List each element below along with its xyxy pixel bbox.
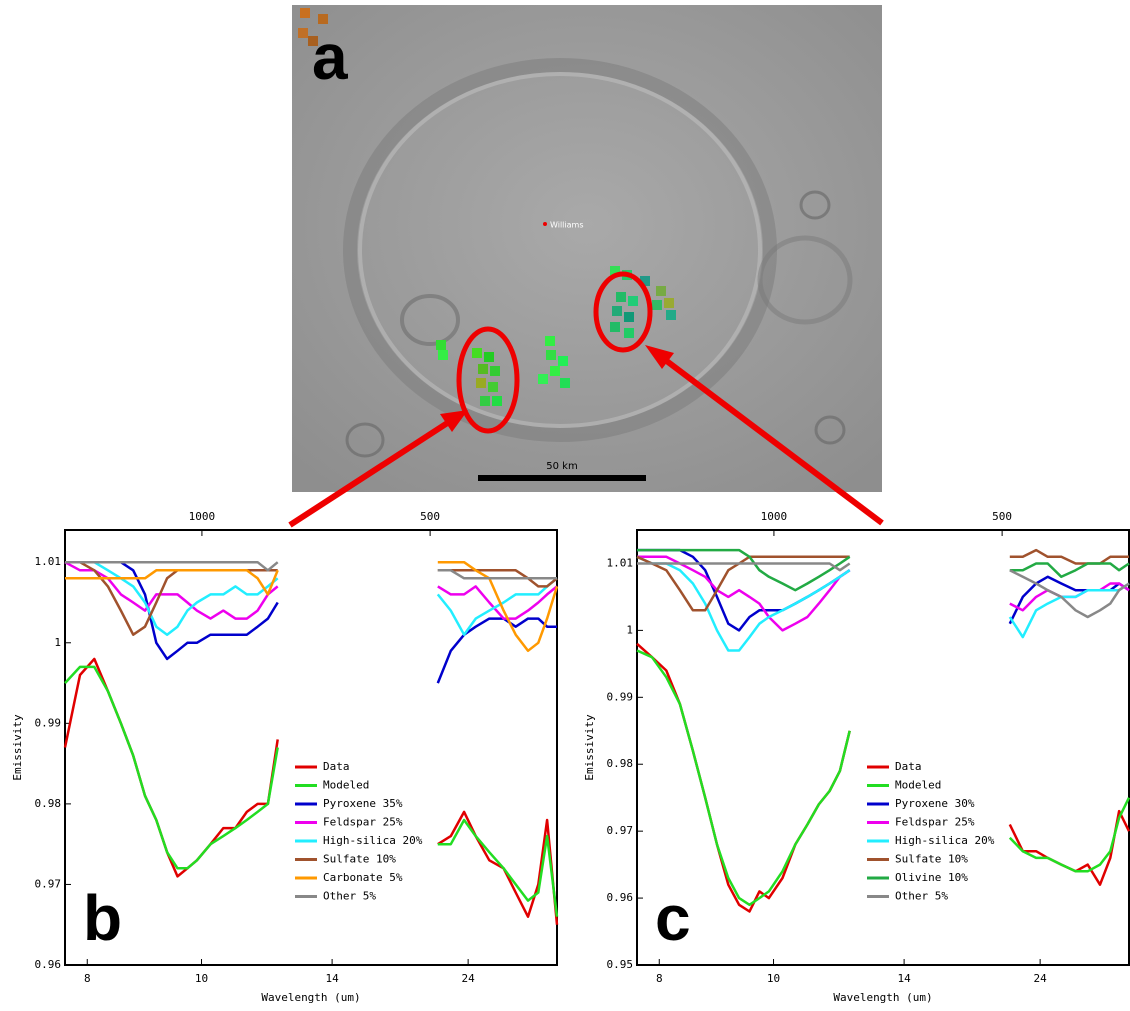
legend-label: Sulfate 10% (323, 853, 396, 866)
x-tick-label: 14 (897, 972, 911, 985)
legend-label: Feldspar 25% (895, 816, 975, 829)
y-tick-label: 1 (626, 623, 633, 636)
y-tick-label: 0.99 (35, 716, 62, 729)
legend-label: Modeled (323, 779, 369, 792)
map-panel: Williams 50 km a (292, 5, 882, 492)
legend-label: Other 5% (895, 890, 948, 903)
y-axis-label: Emissivity (583, 714, 596, 781)
legend-label: Data (895, 760, 922, 773)
legend-label: Other 5% (323, 890, 376, 903)
x-axis-label: Wavelength (um) (261, 991, 360, 1004)
y-tick-label: 0.98 (607, 757, 634, 770)
series-line (65, 562, 557, 635)
series-line (637, 644, 1129, 912)
y-tick-label: 0.96 (35, 958, 62, 971)
legend-label: Olivine 10% (895, 871, 968, 884)
legend-label: Pyroxene 30% (895, 797, 975, 810)
scale-label: 50 km (546, 461, 577, 472)
x2-tick-label: 1000 (189, 510, 216, 523)
y-tick-label: 0.97 (607, 824, 634, 837)
x-axis-label: Wavelength (um) (833, 991, 932, 1004)
series-line (65, 659, 557, 925)
x-tick-label: 8 (656, 972, 663, 985)
y-tick-label: 0.97 (35, 877, 62, 890)
site-label: Williams (550, 221, 584, 230)
y-axis-label: Emissivity (11, 714, 24, 781)
y-tick-label: 0.96 (607, 891, 634, 904)
x-tick-label: 24 (462, 972, 476, 985)
y-tick-label: 1.01 (607, 556, 634, 569)
legend-label: Sulfate 10% (895, 853, 968, 866)
legend-label: Data (323, 760, 350, 773)
site-marker (543, 222, 547, 226)
panel-label: c (655, 882, 691, 954)
x2-tick-label: 500 (420, 510, 440, 523)
panel-label: b (83, 882, 122, 954)
legend-label: Pyroxene 35% (323, 797, 403, 810)
x2-tick-label: 1000 (761, 510, 788, 523)
y-tick-label: 0.98 (35, 797, 62, 810)
legend-label: Feldspar 25% (323, 816, 403, 829)
map-image (292, 5, 882, 492)
panel-label: a (312, 21, 348, 93)
y-tick-label: 1 (54, 636, 61, 649)
x-tick-label: 8 (84, 972, 91, 985)
x-tick-label: 10 (195, 972, 208, 985)
x-tick-label: 14 (325, 972, 339, 985)
x2-tick-label: 500 (992, 510, 1012, 523)
figure: Williams 50 km a 0.96 0.97 0.98 0.99 1 1.01 8 1… (0, 0, 1130, 1011)
y-tick-label: 1.01 (35, 555, 62, 568)
series-line (65, 562, 557, 635)
x-tick-label: 10 (767, 972, 780, 985)
series-line (637, 651, 1129, 905)
legend-label: High-silica 20% (323, 834, 423, 847)
legend-label: Modeled (895, 779, 941, 792)
legend-label: High-silica 20% (895, 834, 995, 847)
y-tick-label: 0.99 (607, 690, 634, 703)
page: { "panel_a": {"label": "a", "site_label"… (0, 0, 1130, 1011)
legend-label: Carbonate 5% (323, 871, 403, 884)
series-line (65, 562, 557, 683)
y-tick-label: 0.95 (607, 958, 634, 971)
x-tick-label: 24 (1034, 972, 1048, 985)
scale-bar (478, 475, 646, 481)
